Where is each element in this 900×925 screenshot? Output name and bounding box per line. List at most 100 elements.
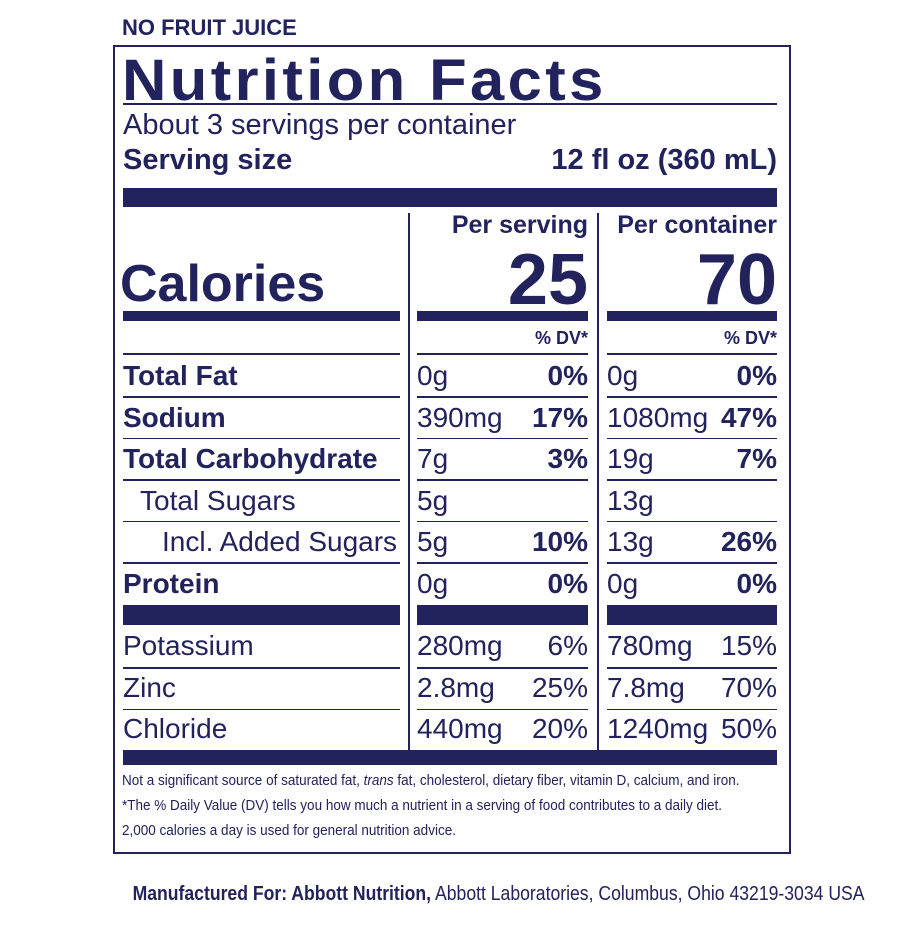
column-header: Per container [617, 211, 777, 239]
column-divider [597, 213, 599, 753]
serving-size-label: Serving size [123, 144, 293, 176]
row-rule [123, 667, 400, 669]
amount: 19g [607, 443, 654, 474]
row-rule [417, 667, 588, 669]
daily-value: 0% [547, 567, 588, 599]
amount: 280mg [417, 630, 503, 661]
thick-bar [123, 188, 777, 207]
manufacturer-label: Manufactured For: Abbott Nutrition, [132, 883, 432, 905]
nutrient-name: Total Sugars [140, 484, 296, 516]
amount: 0g [607, 360, 639, 391]
nutrient-name: Protein [123, 567, 220, 599]
servings: About 3 servings per container [123, 109, 517, 141]
daily-value: 47% [720, 401, 777, 433]
nutrient-name: Chloride [123, 713, 228, 744]
row-rule [417, 520, 588, 522]
row-rule [123, 708, 400, 710]
amount: 1240mg [607, 713, 709, 744]
row-rule [123, 479, 400, 481]
row-rule [417, 479, 588, 481]
thick-bar [123, 750, 777, 765]
column-header: Per serving [451, 211, 588, 239]
nutrient-name: Sodium [123, 401, 226, 433]
manufacturer-text: Abbott Laboratories, Columbus, Ohio 4321… [434, 883, 865, 905]
row-rule [607, 437, 777, 439]
calories-value: 70 [696, 240, 777, 320]
title-rule [123, 103, 777, 105]
daily-value: 7% [736, 443, 777, 474]
amount: 1080mg [607, 401, 709, 433]
daily-value: 0% [547, 360, 588, 391]
row-rule [417, 437, 588, 439]
daily-value: 25% [531, 671, 588, 703]
nutrition-label-page: NO FRUIT JUICE Nutrition Facts About 3 s… [113, 15, 865, 904]
daily-value: 70% [720, 671, 777, 703]
row-rule [607, 667, 777, 669]
row-rule [607, 562, 777, 564]
footnote: 2,000 calories a day is used for general… [122, 823, 456, 838]
nutrient-name: Total Fat [123, 360, 238, 391]
amount: 440mg [417, 713, 503, 744]
daily-value: 0% [736, 567, 777, 599]
daily-value: 10% [531, 526, 588, 557]
row-rule [607, 520, 777, 522]
thick-bar [607, 605, 777, 625]
row-rule [123, 396, 400, 398]
thick-bar [123, 605, 400, 625]
row-rule [123, 562, 400, 564]
row-rule [123, 437, 400, 439]
footnote: *The % Daily Value (DV) tells you how mu… [122, 798, 722, 813]
amount: 7g [417, 443, 449, 474]
row-rule [607, 396, 777, 398]
title: Nutrition Facts [122, 48, 607, 113]
label-box [113, 45, 791, 854]
row-rule [123, 520, 400, 522]
daily-value: 20% [531, 713, 588, 744]
daily-value: 6% [547, 630, 588, 661]
thick-bar [417, 605, 588, 625]
column-divider [408, 213, 410, 753]
nutrient-name: Incl. Added Sugars [162, 526, 398, 557]
amount: 0g [607, 567, 639, 599]
amount: 390mg [417, 401, 503, 433]
daily-value: 17% [531, 401, 588, 433]
row-rule [417, 396, 588, 398]
amount: 5g [417, 526, 449, 557]
daily-value: 3% [547, 443, 588, 474]
dv-header: % DV* [534, 328, 588, 348]
thick-bar [417, 311, 588, 321]
dv-header: % DV* [723, 328, 777, 348]
nutrient-name: Zinc [123, 671, 176, 703]
footnote-text: fat, cholesterol, dietary fiber, vitamin… [393, 772, 740, 789]
amount: 13g [607, 526, 654, 557]
manufacturer: Manufactured For: Abbott Nutrition, Abbo… [113, 864, 865, 924]
daily-value: 0% [736, 360, 777, 391]
daily-value: 15% [720, 630, 777, 661]
thick-bar [123, 311, 400, 321]
row-rule [417, 353, 588, 355]
amount: 7.8mg [607, 671, 685, 703]
calories-label: Calories [120, 255, 326, 313]
row-rule [607, 708, 777, 710]
footnote-text: trans [363, 772, 394, 789]
row-rule [417, 562, 588, 564]
amount: 0g [417, 360, 449, 391]
calories-value: 25 [507, 240, 588, 320]
amount: 13g [607, 484, 654, 516]
row-rule [607, 353, 777, 355]
footnote-text: 2,000 calories a day is used for general… [122, 822, 456, 839]
top-note: NO FRUIT JUICE [122, 15, 297, 40]
daily-value: 26% [720, 526, 777, 557]
nutrient-name: Potassium [123, 630, 254, 661]
footnote-text: Not a significant source of saturated fa… [122, 772, 364, 789]
nutrient-name: Total Carbohydrate [123, 443, 378, 474]
amount: 2.8mg [417, 671, 495, 703]
daily-value: 50% [720, 713, 777, 744]
row-rule [123, 353, 400, 355]
serving-size-value: 12 fl oz (360 mL) [551, 144, 777, 176]
amount: 780mg [607, 630, 693, 661]
row-rule [417, 708, 588, 710]
footnote-text: *The % Daily Value (DV) tells you how mu… [122, 797, 723, 814]
footnote: Not a significant source of saturated fa… [122, 773, 740, 788]
thick-bar [607, 311, 777, 321]
